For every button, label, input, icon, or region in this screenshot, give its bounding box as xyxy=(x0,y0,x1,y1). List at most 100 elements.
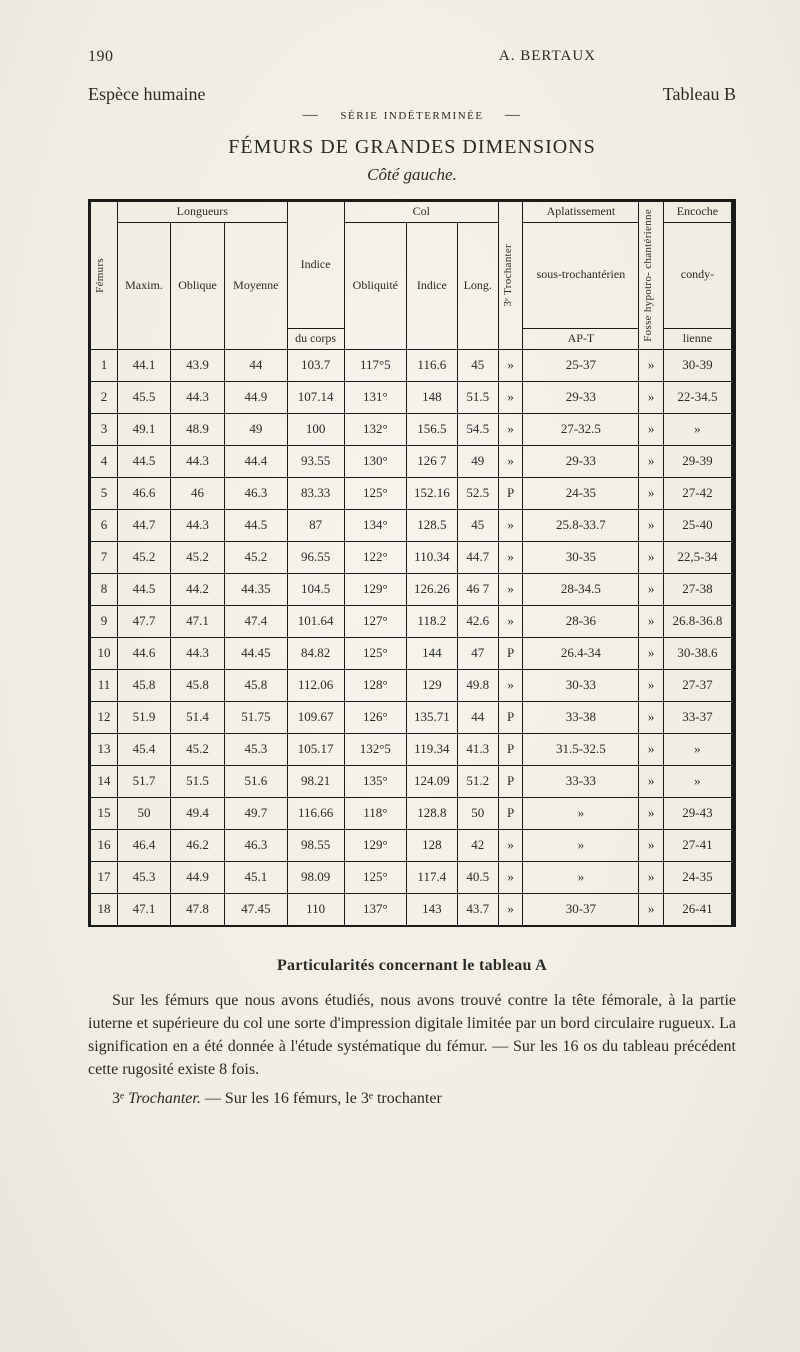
table-cell: 125° xyxy=(344,861,406,893)
table-cell: 7 xyxy=(91,541,118,573)
data-table-wrap: Fémurs Longueurs Indice Col 3ᵉ Trochante… xyxy=(88,199,736,927)
table-cell: 30-38.6 xyxy=(663,637,731,669)
table-cell: 51.5 xyxy=(457,381,498,413)
table-cell: 9 xyxy=(91,605,118,637)
table-cell: 25-37 xyxy=(523,349,639,381)
table-cell: 16 xyxy=(91,829,118,861)
table-cell: » xyxy=(639,445,663,477)
table-cell: 40.5 xyxy=(457,861,498,893)
table-cell: 30-33 xyxy=(523,669,639,701)
col-long: Long. xyxy=(457,222,498,349)
table-cell: 134° xyxy=(344,509,406,541)
table-cell: 44.3 xyxy=(170,445,224,477)
table-cell: 45.8 xyxy=(170,669,224,701)
table-cell: 26.4-34 xyxy=(523,637,639,669)
table-cell: 98.55 xyxy=(287,829,344,861)
table-cell: 51.6 xyxy=(225,765,287,797)
table-cell: 44 xyxy=(225,349,287,381)
col-indice: Indice xyxy=(287,202,344,329)
table-cell: 98.09 xyxy=(287,861,344,893)
serie-text: série indéterminée xyxy=(340,107,483,123)
table-cell: 29-39 xyxy=(663,445,731,477)
table-cell: 46 xyxy=(170,477,224,509)
table-row: 1345.445.245.3105.17132°5119.3441.3P31.5… xyxy=(91,733,732,765)
table-row: 349.148.949100132°156.554.5»27-32.5»» xyxy=(91,413,732,445)
table-cell: 49.1 xyxy=(118,413,171,445)
table-row: 1044.644.344.4584.82125°14447P26.4-34»30… xyxy=(91,637,732,669)
table-cell: 118.2 xyxy=(407,605,458,637)
table-row: 947.747.147.4101.64127°118.242.6»28-36»2… xyxy=(91,605,732,637)
page-number: 190 xyxy=(88,48,114,66)
table-cell: » xyxy=(663,765,731,797)
table-cell: 44.5 xyxy=(118,445,171,477)
dash-right: — xyxy=(505,107,522,123)
table-cell: 29-43 xyxy=(663,797,731,829)
table-cell: 15 xyxy=(91,797,118,829)
col-sous: sous-trochan­térien xyxy=(523,222,639,328)
table-cell: 25.8-33.7 xyxy=(523,509,639,541)
table-cell: 44.4 xyxy=(225,445,287,477)
table-cell: 44.45 xyxy=(225,637,287,669)
table-row: 546.64646.383.33125°152.1652.5P24-35»27-… xyxy=(91,477,732,509)
col-aplatis: Aplatis­sement xyxy=(523,202,639,223)
table-cell: » xyxy=(639,477,663,509)
table-cell: 131° xyxy=(344,381,406,413)
table-cell: » xyxy=(663,413,731,445)
p2-rest: — Sur les 16 fémurs, le 3ᵉ trochanter xyxy=(201,1090,442,1107)
table-cell: 4 xyxy=(91,445,118,477)
table-cell: 87 xyxy=(287,509,344,541)
table-cell: 128° xyxy=(344,669,406,701)
table-cell: 129° xyxy=(344,829,406,861)
table-cell: 105.17 xyxy=(287,733,344,765)
table-cell: 46.4 xyxy=(118,829,171,861)
table-cell: 5 xyxy=(91,477,118,509)
table-cell: 132° xyxy=(344,413,406,445)
table-cell: » xyxy=(639,701,663,733)
table-cell: 144 xyxy=(407,637,458,669)
table-cell: 13 xyxy=(91,733,118,765)
table-cell: 49 xyxy=(457,445,498,477)
table-cell: 25-40 xyxy=(663,509,731,541)
table-row: 1251.951.451.75109.67126°135.7144P33-38»… xyxy=(91,701,732,733)
table-cell: 47 xyxy=(457,637,498,669)
table-cell: 45.2 xyxy=(170,733,224,765)
main-title: FÉMURS DE GRANDES DIMENSIONS xyxy=(88,136,736,159)
table-cell: 98.21 xyxy=(287,765,344,797)
table-cell: 148 xyxy=(407,381,458,413)
col-apt: AP-T xyxy=(523,328,639,349)
table-cell: 110.34 xyxy=(407,541,458,573)
table-cell: » xyxy=(639,381,663,413)
table-cell: 50 xyxy=(118,797,171,829)
table-cell: 93.55 xyxy=(287,445,344,477)
table-cell: 43.7 xyxy=(457,893,498,925)
paragraph-1: Sur les fémurs que nous avons étudiés, n… xyxy=(88,989,736,1082)
table-cell: » xyxy=(639,541,663,573)
table-cell: 51.5 xyxy=(170,765,224,797)
table-cell: 44.3 xyxy=(170,637,224,669)
table-cell: 44.5 xyxy=(225,509,287,541)
table-cell: 10 xyxy=(91,637,118,669)
table-cell: 44.7 xyxy=(118,509,171,541)
table-cell: 11 xyxy=(91,669,118,701)
table-cell: 33-37 xyxy=(663,701,731,733)
table-cell: P xyxy=(498,701,522,733)
table-cell: 49.4 xyxy=(170,797,224,829)
table-cell: 54.5 xyxy=(457,413,498,445)
table-cell: 44.2 xyxy=(170,573,224,605)
table-cell: 42.6 xyxy=(457,605,498,637)
table-cell: 132°5 xyxy=(344,733,406,765)
table-cell: 47.4 xyxy=(225,605,287,637)
table-cell: 33-33 xyxy=(523,765,639,797)
table-cell: 122° xyxy=(344,541,406,573)
table-cell: 47.45 xyxy=(225,893,287,925)
table-cell: » xyxy=(498,445,522,477)
data-table: Fémurs Longueurs Indice Col 3ᵉ Trochante… xyxy=(90,201,732,926)
table-cell: 30-37 xyxy=(523,893,639,925)
table-cell: 44.5 xyxy=(118,573,171,605)
table-cell: 27-42 xyxy=(663,477,731,509)
table-row: 745.245.245.296.55122°110.3444.7»30-35»2… xyxy=(91,541,732,573)
table-cell: » xyxy=(639,829,663,861)
table-body: 144.143.944103.7117°5116.645»25-37»30-39… xyxy=(91,349,732,925)
col-lienne: lienne xyxy=(663,328,731,349)
table-cell: » xyxy=(639,669,663,701)
